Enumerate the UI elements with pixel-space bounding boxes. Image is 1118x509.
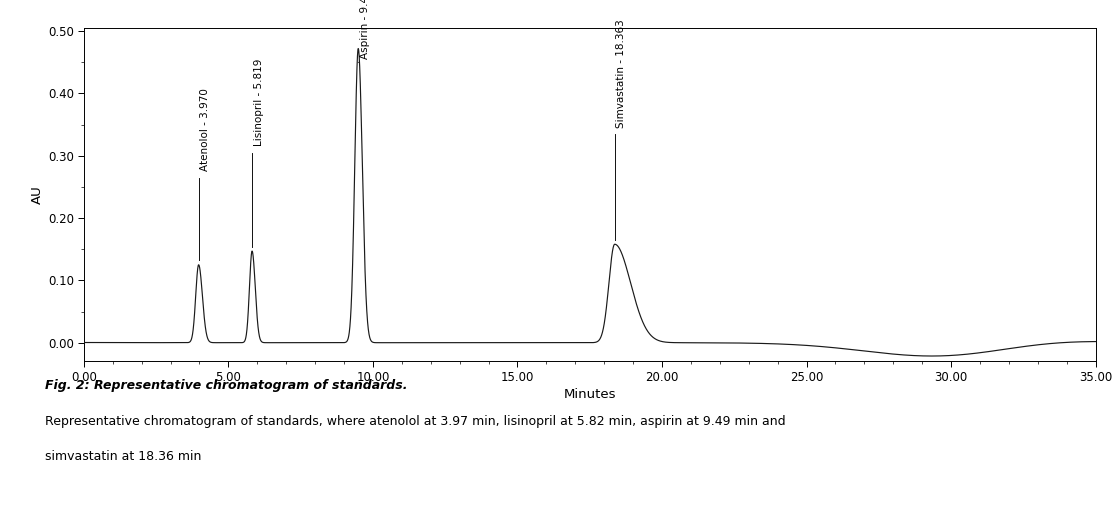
Text: Fig. 2: Representative chromatogram of standards.: Fig. 2: Representative chromatogram of s… bbox=[45, 379, 407, 392]
Text: Atenolol - 3.970: Atenolol - 3.970 bbox=[200, 89, 210, 172]
X-axis label: Minutes: Minutes bbox=[563, 388, 616, 401]
Text: Simvastatin - 18.363: Simvastatin - 18.363 bbox=[616, 19, 626, 128]
Y-axis label: AU: AU bbox=[31, 185, 44, 204]
Text: Lisinopril - 5.819: Lisinopril - 5.819 bbox=[254, 59, 264, 147]
Text: Representative chromatogram of standards, where atenolol at 3.97 min, lisinopril: Representative chromatogram of standards… bbox=[45, 415, 785, 428]
Text: Aspirin - 9.492: Aspirin - 9.492 bbox=[360, 0, 370, 59]
Text: simvastatin at 18.36 min: simvastatin at 18.36 min bbox=[45, 450, 201, 464]
